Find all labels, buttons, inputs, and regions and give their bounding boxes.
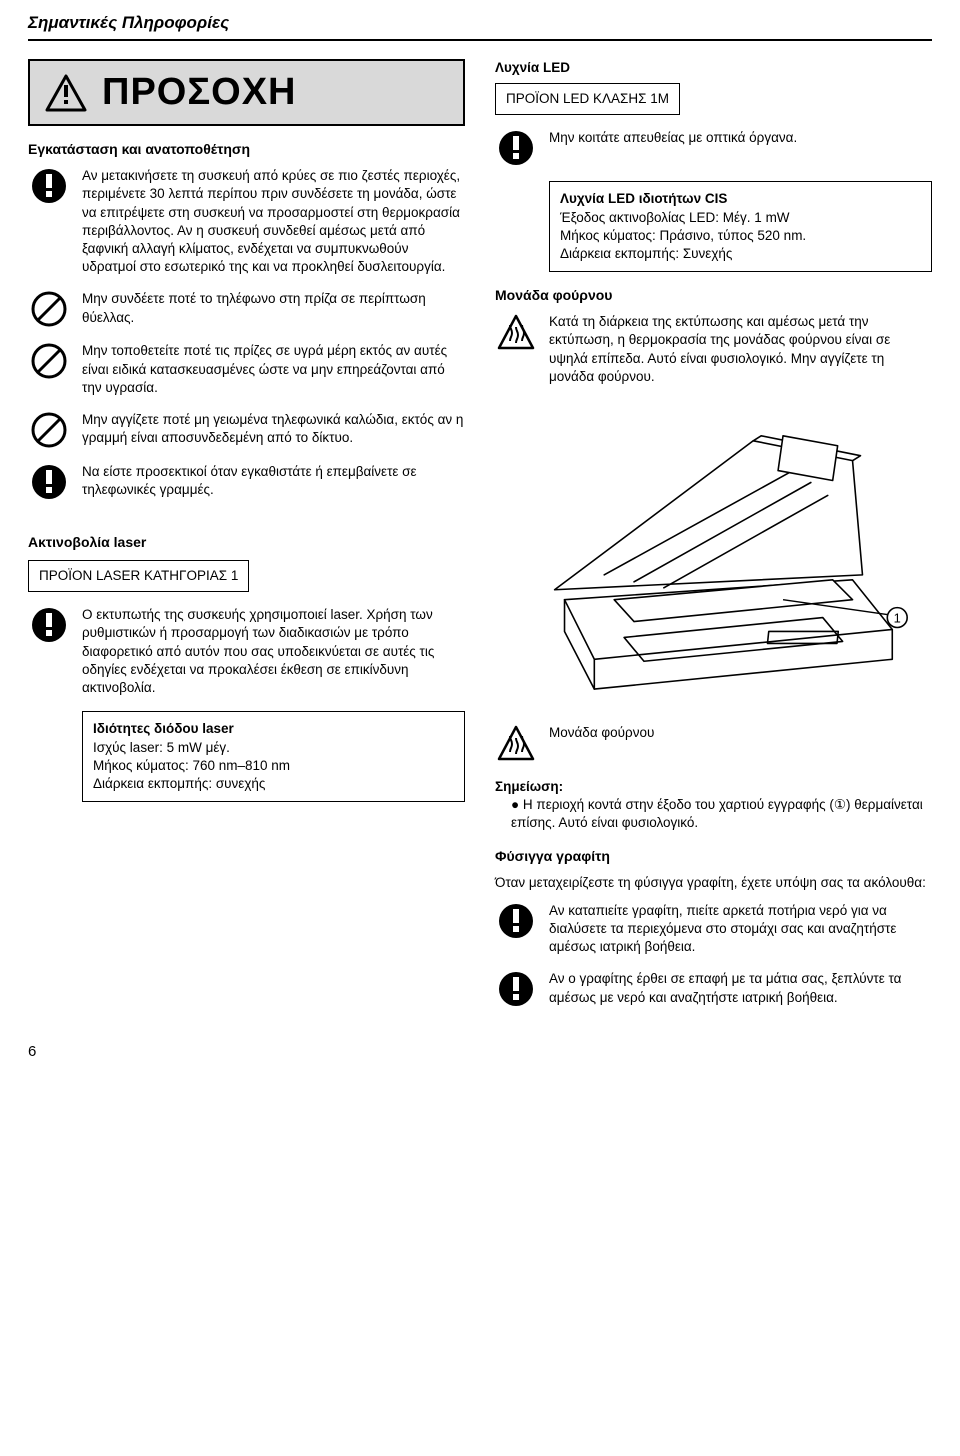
- toner-eyes-row: Αν ο γραφίτης έρθει σε επαφή με τα μάτια…: [495, 970, 932, 1008]
- laser-class-box: ΠΡΟΪΟΝ LASER ΚΑΤΗΓΟΡΙΑΣ 1: [28, 560, 249, 592]
- warning-triangle-icon: [44, 73, 88, 113]
- caution-phone-lines-text: Να είστε προσεκτικοί όταν εγκαθιστάτε ή …: [82, 463, 465, 499]
- prohibit-icon: [28, 290, 70, 328]
- heat-icon: [495, 724, 537, 764]
- laser-title: Ακτινοβολία laser: [28, 533, 465, 552]
- page-header: Σημαντικές Πληροφορίες: [28, 12, 932, 41]
- laser-text: Ο εκτυπωτής της συσκευής χρησιμοποιεί la…: [82, 606, 465, 697]
- no-direct-look-row: Μην κοιτάτε απευθείας με οπτικά όργανα.: [495, 129, 932, 167]
- cis-wavelength: Μήκος κύματος: Πράσινο, τύπος 520 nm.: [560, 227, 921, 245]
- left-column: ΠΡΟΣΟΧΗ Εγκατάσταση και ανατοποθέτηση Αν…: [28, 59, 465, 1023]
- exclaim-icon: [28, 167, 70, 205]
- toner-eyes-text: Αν ο γραφίτης έρθει σε επαφή με τα μάτια…: [549, 970, 932, 1006]
- diode-box: Ιδιότητες διόδου laser Ισχύς laser: 5 mW…: [82, 711, 465, 802]
- no-wet-outlet-text: Μην τοποθετείτε ποτέ τις πρίζες σε υγρά …: [82, 342, 465, 397]
- fuser-text-row: Κατά τη διάρκεια της εκτύπωσης και αμέσω…: [495, 313, 932, 386]
- exclaim-icon: [495, 902, 537, 940]
- toner-intro: Όταν μεταχειρίζεστε τη φύσιγγα γραφίτη, …: [495, 874, 932, 892]
- diode-title: Ιδιότητες διόδου laser: [93, 720, 454, 738]
- fuser-unit-label: Μονάδα φούρνου: [549, 724, 932, 742]
- no-phone-storm-text: Μην συνδέετε ποτέ το τηλέφωνο στη πρίζα …: [82, 290, 465, 326]
- led-class-box: ΠΡΟΪΟΝ LED ΚΛΑΣΗΣ 1M: [495, 83, 680, 115]
- exclaim-icon: [28, 463, 70, 501]
- no-touch-wires-text: Μην αγγίζετε ποτέ μη γειωμένα τηλεφωνικά…: [82, 411, 465, 447]
- diode-emission: Διάρκεια εκπομπής: συνεχής: [93, 775, 454, 793]
- exclaim-icon: [495, 970, 537, 1008]
- toner-title: Φύσιγγα γραφίτη: [495, 847, 932, 866]
- laser-text-row: Ο εκτυπωτής της συσκευής χρησιμοποιεί la…: [28, 606, 465, 697]
- caution-phone-lines-row: Να είστε προσεκτικοί όταν εγκαθιστάτε ή …: [28, 463, 465, 501]
- svg-text:1: 1: [894, 611, 901, 626]
- cis-title: Λυχνία LED ιδιοτήτων CIS: [560, 190, 921, 208]
- heat-icon: [495, 313, 537, 353]
- no-phone-storm-row: Μην συνδέετε ποτέ το τηλέφωνο στη πρίζα …: [28, 290, 465, 328]
- led-title: Λυχνία LED: [495, 59, 932, 77]
- install-text: Αν μετακινήσετε τη συσκευή από κρύες σε …: [82, 167, 465, 276]
- toner-swallow-row: Αν καταπιείτε γραφίτη, πιείτε αρκετά ποτ…: [495, 902, 932, 957]
- content-columns: ΠΡΟΣΟΧΗ Εγκατάσταση και ανατοποθέτηση Αν…: [28, 59, 932, 1023]
- install-title: Εγκατάσταση και ανατοποθέτηση: [28, 140, 465, 159]
- caution-label: ΠΡΟΣΟΧΗ: [102, 67, 297, 118]
- prohibit-icon: [28, 411, 70, 449]
- toner-swallow-text: Αν καταπιείτε γραφίτη, πιείτε αρκετά ποτ…: [549, 902, 932, 957]
- prohibit-icon: [28, 342, 70, 380]
- no-direct-look-text: Μην κοιτάτε απευθείας με οπτικά όργανα.: [549, 129, 932, 147]
- no-wet-outlet-row: Μην τοποθετείτε ποτέ τις πρίζες σε υγρά …: [28, 342, 465, 397]
- right-column: Λυχνία LED ΠΡΟΪΟΝ LED ΚΛΑΣΗΣ 1M Μην κοιτ…: [495, 59, 932, 1023]
- cis-box: Λυχνία LED ιδιοτήτων CIS Έξοδος ακτινοβο…: [549, 181, 932, 272]
- caution-box: ΠΡΟΣΟΧΗ: [28, 59, 465, 126]
- exclaim-icon: [28, 606, 70, 644]
- note-label: Σημείωση:: [495, 779, 563, 794]
- no-touch-wires-row: Μην αγγίζετε ποτέ μη γειωμένα τηλεφωνικά…: [28, 411, 465, 449]
- exclaim-icon: [495, 129, 537, 167]
- note-text: Η περιοχή κοντά στην έξοδο του χαρτιού ε…: [511, 797, 923, 830]
- page-number: 6: [28, 1042, 932, 1062]
- diode-wavelength: Μήκος κύματος: 760 nm–810 nm: [93, 757, 454, 775]
- fuser-title: Μονάδα φούρνου: [495, 286, 932, 305]
- note-block: Σημείωση: ● Η περιοχή κοντά στην έξοδο τ…: [495, 778, 932, 833]
- fuser-unit-row: Μονάδα φούρνου: [495, 724, 932, 764]
- cis-emission: Διάρκεια εκπομπής: Συνεχής: [560, 245, 921, 263]
- printer-illustration: 1: [495, 400, 932, 710]
- cis-output: Έξοδος ακτινοβολίας LED: Μέγ. 1 mW: [560, 209, 921, 227]
- install-row: Αν μετακινήσετε τη συσκευή από κρύες σε …: [28, 167, 465, 276]
- fuser-text: Κατά τη διάρκεια της εκτύπωσης και αμέσω…: [549, 313, 932, 386]
- diode-power: Ισχύς laser: 5 mW μέγ.: [93, 739, 454, 757]
